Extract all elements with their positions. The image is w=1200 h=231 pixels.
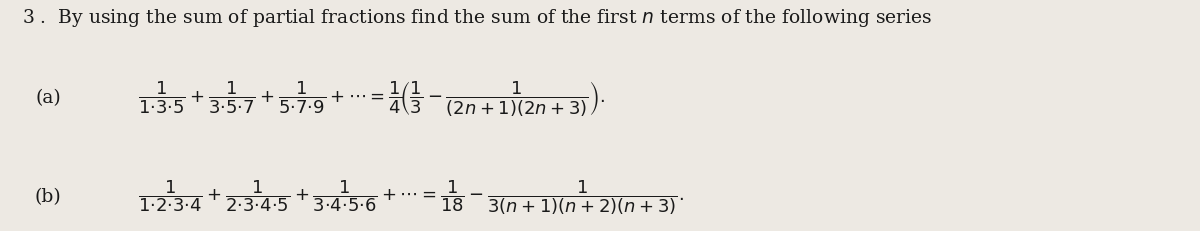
Text: (b): (b) <box>35 188 61 207</box>
Text: (a): (a) <box>35 89 61 107</box>
Text: $\dfrac{1}{1{\cdot}2{\cdot}3{\cdot}4} + \dfrac{1}{2{\cdot}3{\cdot}4{\cdot}5} + \: $\dfrac{1}{1{\cdot}2{\cdot}3{\cdot}4} + … <box>138 178 684 217</box>
Text: $\dfrac{1}{1{\cdot}3{\cdot}5} + \dfrac{1}{3{\cdot}5{\cdot}7} + \dfrac{1}{5{\cdot: $\dfrac{1}{1{\cdot}3{\cdot}5} + \dfrac{1… <box>138 79 606 118</box>
Text: 3 .  By using the sum of partial fractions find the sum of the first $n$ terms o: 3 . By using the sum of partial fraction… <box>22 7 932 29</box>
